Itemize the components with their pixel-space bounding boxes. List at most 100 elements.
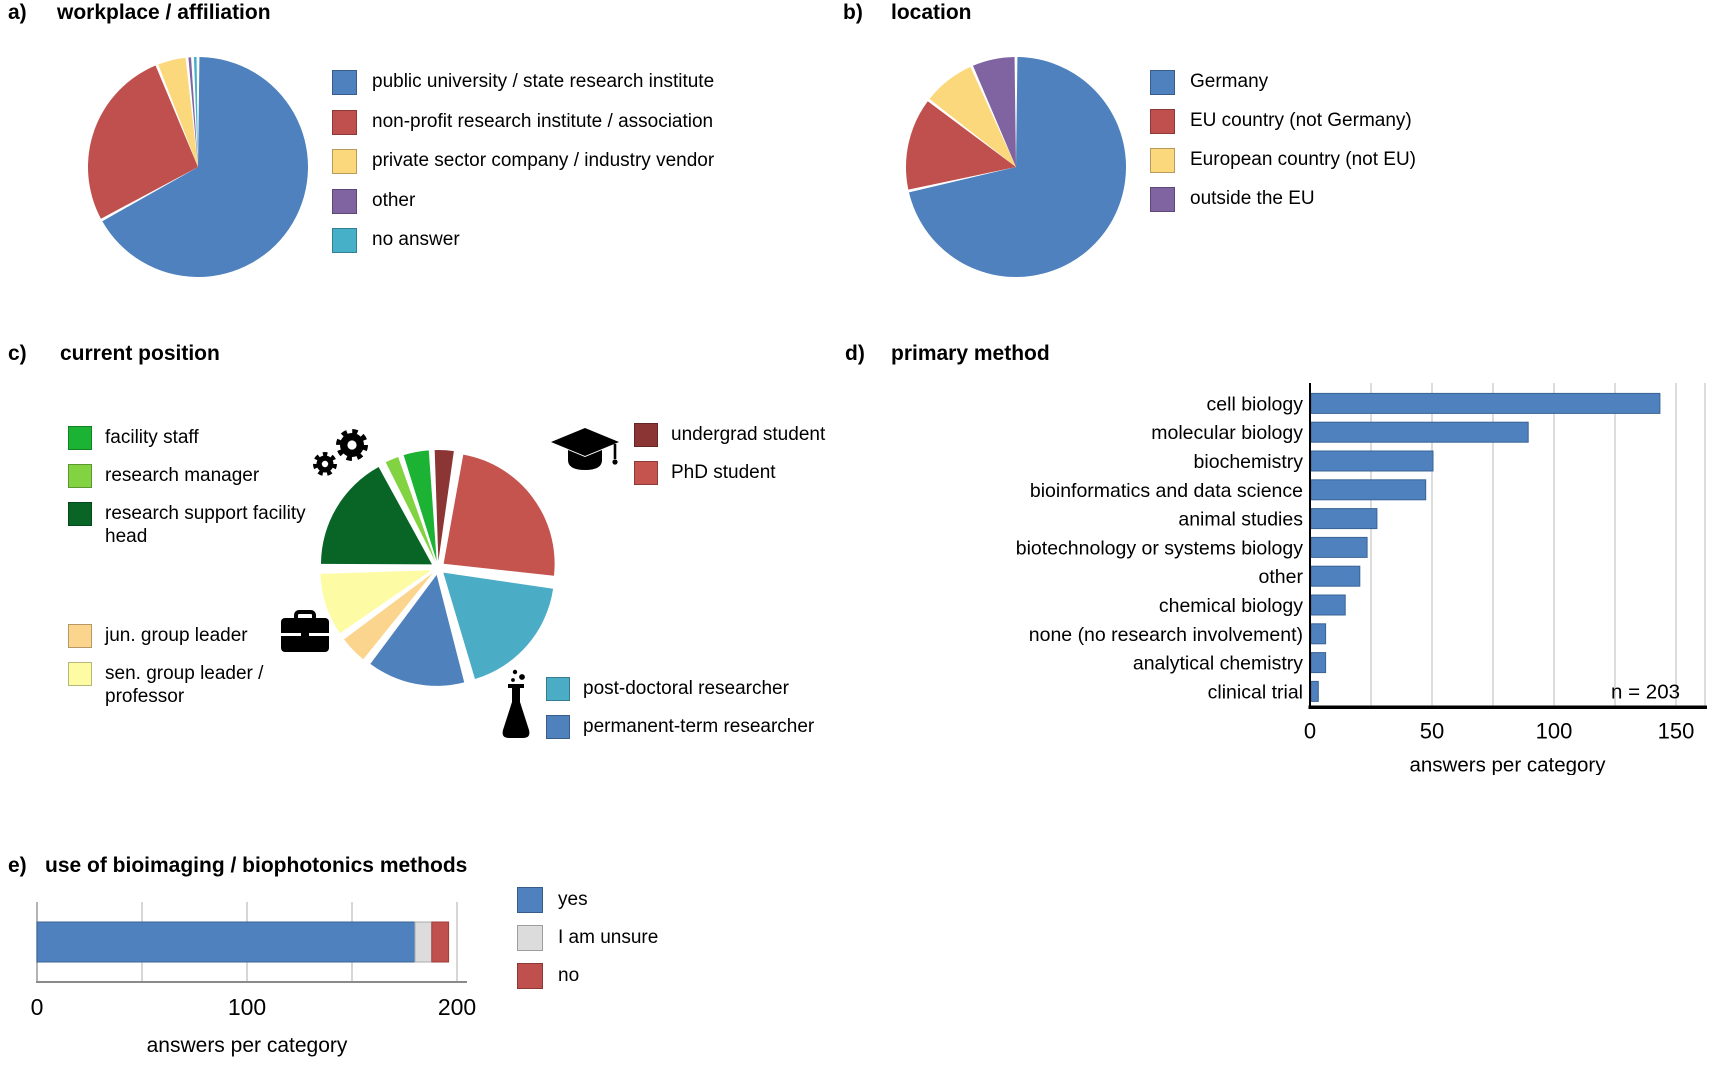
legend-item: sen. group leader / professor — [68, 662, 310, 708]
svg-text:none (no research involvement): none (no research involvement) — [1029, 624, 1303, 646]
legend-swatch — [332, 109, 357, 135]
legend-location: Germany EU country (not Germany) Europea… — [1150, 70, 1416, 212]
legend-item: PhD student — [634, 461, 825, 485]
panel-title-current-position: current position — [60, 342, 220, 365]
bar-chart-primary-method: cell biology molecular biology biochemistr… — [1016, 383, 1707, 775]
flask-icon — [502, 669, 530, 738]
legend-label: I am unsure — [558, 927, 659, 948]
pie-chart-current-position — [320, 450, 555, 686]
svg-text:cell biology: cell biology — [1207, 393, 1304, 415]
legend-item: no answer — [332, 228, 714, 253]
legend-label: post-doctoral researcher — [583, 678, 789, 699]
svg-text:molecular biology: molecular biology — [1151, 422, 1303, 444]
svg-text:100: 100 — [228, 994, 266, 1020]
svg-text:clinical trial: clinical trial — [1208, 681, 1303, 703]
legend-item: outside the EU — [1150, 187, 1416, 212]
legend-swatch — [68, 624, 92, 648]
legend-label: other — [372, 189, 416, 211]
legend-label: Germany — [1190, 71, 1269, 92]
svg-text:bioinformatics and data scienc: bioinformatics and data science — [1030, 480, 1303, 502]
legend-swatch — [332, 149, 357, 174]
panel-letter-b: b) — [843, 1, 863, 24]
svg-text:50: 50 — [1420, 718, 1444, 743]
legend-position-researchers: post-doctoral researcher permanent-term … — [546, 677, 814, 739]
panel-letter-c: c) — [8, 342, 27, 365]
legend-label: yes — [558, 889, 588, 910]
legend-swatch — [517, 887, 543, 913]
legend-item: research manager — [68, 464, 310, 488]
legend-label: public university / state research insti… — [372, 71, 715, 92]
panel-letter-a: a) — [8, 1, 27, 24]
svg-text:100: 100 — [1536, 718, 1573, 743]
pie-chart-location — [905, 57, 1126, 278]
legend-label: sen. group leader / professor — [105, 663, 264, 707]
svg-text:0: 0 — [1304, 718, 1316, 743]
legend-label: European country (not EU) — [1190, 149, 1417, 170]
legend-swatch — [546, 715, 570, 739]
panel-letter-e: e) — [8, 854, 27, 877]
legend-item: research support facility head — [68, 502, 310, 548]
svg-text:chemical biology: chemical biology — [1159, 595, 1303, 617]
svg-text:animal studies: animal studies — [1178, 509, 1303, 531]
legend-item: undergrad student — [634, 423, 825, 447]
legend-swatch — [68, 662, 92, 686]
svg-text:0: 0 — [31, 994, 44, 1020]
legend-position-leaders: jun. group leader sen. group leader / pr… — [68, 624, 310, 708]
legend-bioimaging-use: yes I am unsure no — [517, 887, 658, 989]
legend-label: outside the EU — [1190, 188, 1315, 209]
legend-label: PhD student — [671, 462, 776, 483]
svg-text:biochemistry: biochemistry — [1194, 451, 1304, 473]
briefcase-icon — [281, 610, 329, 652]
gears-icon — [313, 429, 368, 476]
legend-label: EU country (not Germany) — [1190, 110, 1412, 131]
legend-swatch — [517, 963, 543, 989]
legend-item: no — [517, 963, 658, 989]
graduation-cap-icon — [551, 428, 619, 470]
legend-item: post-doctoral researcher — [546, 677, 814, 701]
pie-chart-workplace-affiliation — [87, 57, 309, 278]
legend-label: permanent-term researcher — [583, 716, 815, 737]
legend-item: facility staff — [68, 426, 310, 450]
legend-item: EU country (not Germany) — [1150, 109, 1416, 134]
svg-text:answers per category: answers per category — [1410, 753, 1607, 775]
svg-text:answers per category: answers per category — [147, 1034, 348, 1057]
legend-label: research support facility head — [105, 503, 306, 547]
legend-swatch — [68, 464, 92, 488]
legend-label: jun. group leader — [105, 625, 248, 646]
legend-swatch — [332, 188, 357, 214]
legend-swatch — [517, 925, 543, 951]
legend-swatch — [1150, 187, 1175, 212]
legend-position-students: undergrad student PhD student — [634, 423, 825, 485]
svg-text:other: other — [1259, 566, 1304, 588]
panel-title-workplace: workplace / affiliation — [57, 1, 271, 24]
legend-item: permanent-term researcher — [546, 715, 814, 739]
legend-label: no answer — [372, 229, 460, 250]
svg-text:150: 150 — [1658, 718, 1695, 743]
panel-letter-d: d) — [845, 342, 865, 365]
legend-item: other — [332, 188, 714, 214]
legend-label: facility staff — [105, 427, 199, 448]
legend-label: non-profit research institute / associat… — [372, 110, 714, 132]
legend-item: Germany — [1150, 70, 1416, 95]
svg-text:biotechnology or systems biolo: biotechnology or systems biology — [1016, 537, 1303, 559]
panel-title-primary-method: primary method — [891, 342, 1050, 365]
svg-text:n = 203: n = 203 — [1611, 680, 1680, 703]
legend-position-staff: facility staff research manager research… — [68, 426, 310, 548]
legend-swatch — [332, 70, 357, 95]
legend-swatch — [634, 461, 658, 485]
legend-label: research manager — [105, 465, 260, 486]
legend-swatch — [68, 502, 92, 526]
legend-item: private sector company / industry vendor — [332, 149, 714, 174]
legend-swatch — [1150, 109, 1175, 134]
legend-item: public university / state research insti… — [332, 70, 714, 95]
legend-label: private sector company / industry vendor — [372, 150, 715, 171]
legend-item: jun. group leader — [68, 624, 310, 648]
svg-text:200: 200 — [438, 994, 476, 1020]
stacked-bar-chart-bioimaging-use: 0 100 200 answers per category — [31, 902, 476, 1057]
legend-item: yes — [517, 887, 658, 913]
legend-swatch — [68, 426, 92, 450]
legend-swatch — [634, 423, 658, 447]
legend-item: European country (not EU) — [1150, 148, 1416, 173]
legend-swatch — [1150, 148, 1175, 173]
